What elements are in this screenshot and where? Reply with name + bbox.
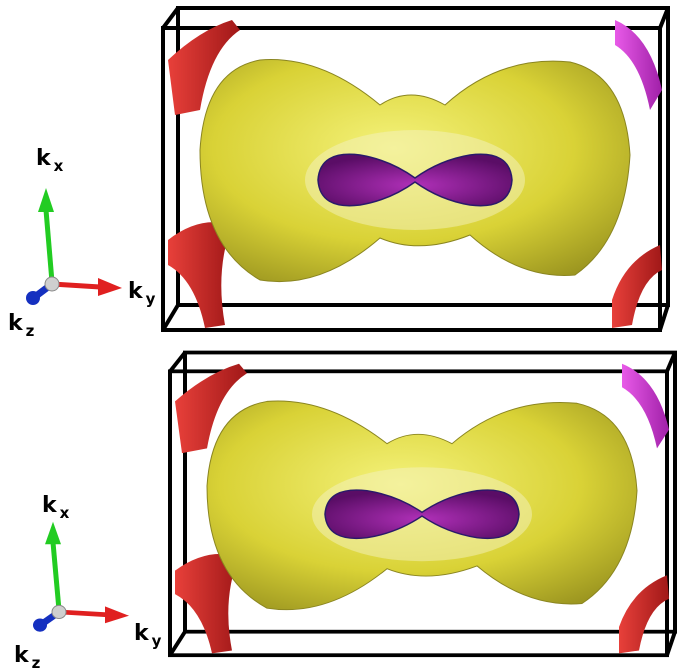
label-base: k <box>128 279 144 304</box>
figure: kxkykzkxkykz <box>0 0 679 668</box>
label-sub: y <box>146 290 156 308</box>
label-base: k <box>134 621 150 646</box>
label-base: k <box>14 643 30 668</box>
label-base: k <box>36 146 52 171</box>
label-sub: x <box>60 504 70 522</box>
label-base: k <box>42 493 58 518</box>
label-base: k <box>8 311 24 336</box>
label-sub: y <box>152 632 162 650</box>
label-sub: z <box>32 654 41 668</box>
panel-top <box>26 8 668 330</box>
panel-bottom <box>33 353 675 656</box>
label-sub: z <box>26 322 35 340</box>
label-sub: x <box>54 157 64 175</box>
